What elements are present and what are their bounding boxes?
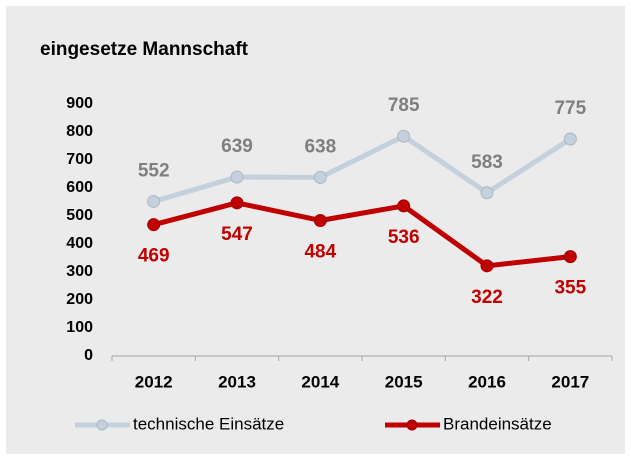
y-tick-label: 500 bbox=[66, 207, 93, 224]
data-label: 547 bbox=[221, 224, 253, 245]
y-tick-label: 600 bbox=[66, 179, 93, 196]
series-marker bbox=[563, 250, 577, 264]
y-tick-label: 100 bbox=[66, 319, 93, 336]
y-tick-label: 0 bbox=[84, 347, 93, 364]
legend-marker bbox=[96, 419, 108, 431]
y-tick-label: 400 bbox=[66, 235, 93, 252]
data-label: 639 bbox=[221, 136, 253, 157]
legend-label: technische Einsätze bbox=[133, 414, 284, 433]
data-label: 355 bbox=[554, 278, 586, 299]
series-marker bbox=[313, 213, 327, 227]
data-label: 785 bbox=[388, 95, 420, 116]
series-marker bbox=[147, 194, 161, 208]
legend-marker bbox=[406, 419, 418, 431]
series-marker bbox=[480, 186, 494, 200]
series-marker bbox=[313, 170, 327, 184]
chart-background bbox=[6, 6, 625, 454]
legend-label: Brandeinsätze bbox=[443, 414, 552, 433]
x-tick-label: 2013 bbox=[218, 372, 256, 391]
data-label: 484 bbox=[304, 241, 336, 262]
y-tick-label: 800 bbox=[66, 123, 93, 140]
y-tick-label: 900 bbox=[66, 95, 93, 112]
series-marker bbox=[147, 218, 161, 232]
y-tick-label: 700 bbox=[66, 151, 93, 168]
data-label: 469 bbox=[138, 246, 170, 267]
series-marker bbox=[230, 170, 244, 184]
data-label: 322 bbox=[471, 287, 503, 308]
data-label: 775 bbox=[554, 98, 586, 119]
series-marker bbox=[397, 129, 411, 143]
data-label: 536 bbox=[388, 227, 420, 248]
x-tick-label: 2015 bbox=[385, 372, 423, 391]
data-label: 552 bbox=[138, 160, 170, 181]
x-tick-label: 2017 bbox=[551, 372, 589, 391]
series-line bbox=[152, 133, 572, 204]
series-line bbox=[153, 200, 571, 269]
series-marker bbox=[230, 196, 244, 210]
x-tick-label: 2014 bbox=[301, 372, 339, 391]
y-tick-label: 200 bbox=[66, 291, 93, 308]
series-marker bbox=[480, 259, 494, 273]
series-marker bbox=[563, 132, 577, 146]
data-label: 583 bbox=[471, 152, 503, 173]
x-tick-label: 2016 bbox=[468, 372, 506, 391]
x-tick-label: 2012 bbox=[135, 372, 173, 391]
chart-title: eingesetze Mannschaft bbox=[40, 39, 249, 60]
y-tick-label: 300 bbox=[66, 263, 93, 280]
series-marker bbox=[397, 199, 411, 213]
data-label: 638 bbox=[304, 136, 336, 157]
